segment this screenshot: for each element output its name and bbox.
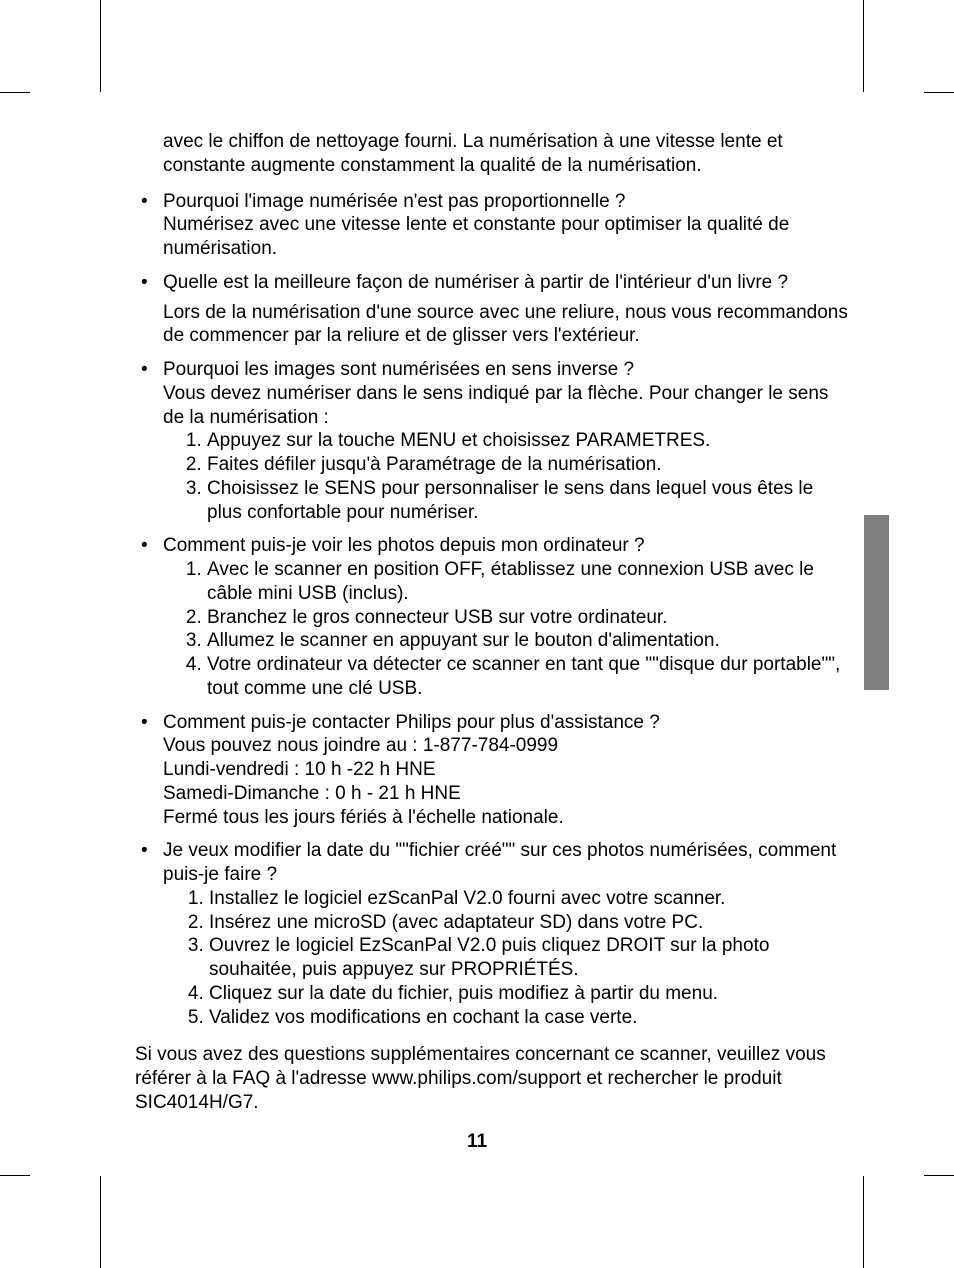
step: Branchez le gros connecteur USB sur votr… bbox=[207, 606, 850, 630]
step: Cliquez sur la date du fichier, puis mod… bbox=[209, 982, 850, 1006]
crop-mark bbox=[100, 0, 101, 92]
faq-list: Pourquoi l'image numérisée n'est pas pro… bbox=[135, 190, 850, 1030]
step: Ouvrez le logiciel EzScanPal V2.0 puis c… bbox=[209, 934, 850, 982]
faq-item: Pourquoi l'image numérisée n'est pas pro… bbox=[135, 190, 850, 261]
crop-mark bbox=[924, 92, 954, 93]
language-tab bbox=[864, 515, 889, 690]
crop-mark bbox=[0, 92, 30, 93]
crop-mark bbox=[924, 1175, 954, 1176]
step: Appuyez sur la touche MENU et choisissez… bbox=[207, 429, 850, 453]
faq-question: Comment puis-je voir les photos depuis m… bbox=[163, 535, 645, 556]
faq-answer-line: Vous pouvez nous joindre au : 1-877-784-… bbox=[163, 734, 850, 758]
faq-question: Quelle est la meilleure façon de numéris… bbox=[163, 272, 788, 293]
step: Validez vos modifications en cochant la … bbox=[209, 1006, 850, 1030]
faq-item: Pourquoi les images sont numérisées en s… bbox=[135, 358, 850, 524]
footer-paragraph: Si vous avez des questions supplémentair… bbox=[135, 1043, 850, 1114]
faq-answer: Lors de la numérisation d'une source ave… bbox=[163, 301, 850, 349]
faq-item: Comment puis-je voir les photos depuis m… bbox=[135, 534, 850, 700]
step: Installez le logiciel ezScanPal V2.0 fou… bbox=[209, 887, 850, 911]
manual-page: avec le chiffon de nettoyage fourni. La … bbox=[0, 0, 954, 1268]
faq-answer-line: Lundi-vendredi : 10 h -22 h HNE bbox=[163, 758, 850, 782]
faq-question: Comment puis-je contacter Philips pour p… bbox=[163, 712, 660, 733]
crop-mark bbox=[100, 1176, 101, 1268]
faq-question: Pourquoi l'image numérisée n'est pas pro… bbox=[163, 191, 625, 212]
faq-item: Je veux modifier la date du ""fichier cr… bbox=[135, 839, 850, 1029]
faq-steps: Avec le scanner en position OFF, établis… bbox=[163, 558, 850, 701]
page-number: 11 bbox=[0, 1131, 954, 1153]
continuation-paragraph: avec le chiffon de nettoyage fourni. La … bbox=[163, 130, 850, 178]
crop-mark bbox=[863, 0, 864, 92]
step: Allumez le scanner en appuyant sur le bo… bbox=[207, 629, 850, 653]
step: Insérez une microSD (avec adaptateur SD)… bbox=[209, 911, 850, 935]
faq-item: Quelle est la meilleure façon de numéris… bbox=[135, 271, 850, 348]
page-content: avec le chiffon de nettoyage fourni. La … bbox=[135, 130, 850, 1115]
faq-item: Comment puis-je contacter Philips pour p… bbox=[135, 711, 850, 830]
faq-answer: Vous devez numériser dans le sens indiqu… bbox=[163, 382, 850, 430]
faq-answer-line: Fermé tous les jours fériés à l'échelle … bbox=[163, 806, 850, 830]
faq-steps: Appuyez sur la touche MENU et choisissez… bbox=[163, 429, 850, 524]
step: Votre ordinateur va détecter ce scanner … bbox=[207, 653, 850, 701]
step: Faites défiler jusqu'à Paramétrage de la… bbox=[207, 453, 850, 477]
step: Avec le scanner en position OFF, établis… bbox=[207, 558, 850, 606]
faq-question: Pourquoi les images sont numérisées en s… bbox=[163, 359, 634, 380]
crop-mark bbox=[0, 1175, 30, 1176]
faq-steps: Installez le logiciel ezScanPal V2.0 fou… bbox=[163, 887, 850, 1030]
faq-answer: Numérisez avec une vitesse lente et cons… bbox=[163, 213, 850, 261]
faq-question: Je veux modifier la date du ""fichier cr… bbox=[163, 840, 836, 885]
step: Choisissez le SENS pour personnaliser le… bbox=[207, 477, 850, 525]
faq-answer-line: Samedi-Dimanche : 0 h - 21 h HNE bbox=[163, 782, 850, 806]
crop-mark bbox=[863, 1176, 864, 1268]
